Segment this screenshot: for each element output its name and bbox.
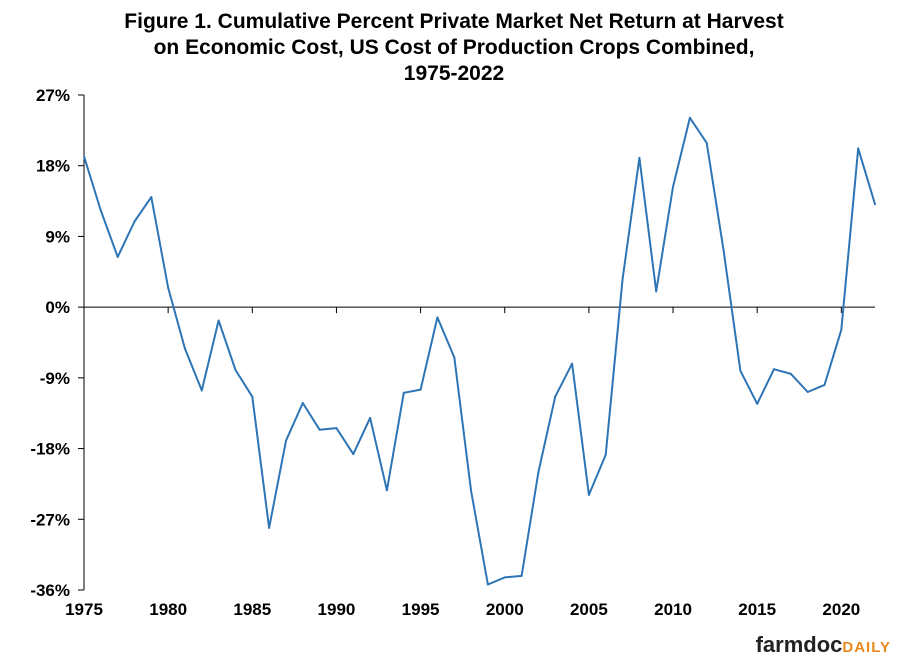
- data-point: [520, 574, 523, 577]
- series-group: [83, 116, 876, 586]
- data-point: [217, 319, 220, 322]
- svg-text:farmdocDAILY: farmdocDAILY: [756, 632, 891, 657]
- data-point: [285, 439, 287, 442]
- x-axis: 1975 1980 1985 1990 1995 2000 2005 2010 2015 2020: [65, 306, 875, 619]
- y-axis: 27% 18% 9% 0% -9% -18% -27% -36%: [30, 86, 85, 600]
- data-point: [806, 391, 809, 393]
- data-point: [167, 286, 170, 289]
- x-tick-label: 1980: [149, 600, 187, 619]
- x-tick-label: 1990: [318, 600, 356, 619]
- y-tick-label: -27%: [30, 510, 70, 529]
- data-point: [722, 248, 725, 251]
- data-point: [419, 388, 422, 391]
- data-point: [453, 356, 456, 359]
- data-point: [352, 453, 355, 456]
- data-point: [604, 453, 607, 456]
- y-tick-label: 18%: [36, 157, 70, 176]
- x-tick-label: 1995: [402, 600, 440, 619]
- data-point: [638, 156, 641, 159]
- data-point: [116, 255, 119, 258]
- series-line: [83, 116, 876, 586]
- brand-logo-part1: farmdoc: [756, 632, 843, 657]
- title-line-3: 1975-2022: [404, 62, 504, 85]
- data-point: [503, 576, 506, 579]
- data-point: [234, 369, 237, 371]
- data-point: [554, 395, 557, 398]
- data-point: [840, 328, 843, 331]
- y-tick-label: -9%: [40, 369, 70, 388]
- data-point: [739, 369, 742, 372]
- chart-title: Figure 1. Cumulative Percent Private Mar…: [124, 10, 783, 85]
- data-point: [823, 383, 826, 386]
- data-point: [874, 203, 876, 206]
- data-point: [369, 416, 372, 419]
- data-point: [318, 428, 321, 431]
- data-point: [773, 368, 775, 371]
- data-point: [672, 185, 674, 188]
- data-point: [200, 389, 203, 392]
- brand-logo-part2: DAILY: [842, 639, 891, 656]
- data-point: [621, 277, 624, 280]
- data-point: [688, 116, 691, 119]
- data-point: [756, 402, 759, 405]
- data-point: [268, 526, 271, 529]
- x-tick-label: 1985: [233, 600, 271, 619]
- data-point: [470, 490, 473, 492]
- x-tick-label: 1975: [65, 600, 103, 619]
- data-point: [486, 583, 489, 586]
- brand-logo: farmdocDAILY: [756, 632, 891, 657]
- x-tick-label: 2020: [822, 600, 860, 619]
- data-point: [537, 471, 540, 474]
- data-point: [385, 489, 388, 492]
- data-point: [587, 493, 590, 496]
- y-tick-label: 0%: [45, 298, 70, 317]
- data-point: [99, 209, 102, 212]
- data-point: [301, 402, 304, 404]
- title-line-2: on Economic Cost, US Cost of Production …: [154, 36, 755, 59]
- data-point: [655, 290, 658, 293]
- x-tick-label: 2010: [654, 600, 692, 619]
- data-point: [83, 155, 85, 158]
- x-tick-label: 2015: [738, 600, 776, 619]
- x-tick-label: 2000: [486, 600, 524, 619]
- y-tick-label: 9%: [45, 227, 70, 246]
- x-tick-label: 2005: [570, 600, 608, 619]
- data-point: [133, 220, 136, 223]
- data-point: [789, 372, 792, 375]
- data-point: [251, 395, 254, 398]
- title-line-1: Figure 1. Cumulative Percent Private Mar…: [124, 10, 783, 33]
- data-point: [571, 362, 574, 365]
- data-point: [705, 141, 708, 144]
- data-point: [402, 391, 405, 394]
- data-point: [857, 147, 860, 150]
- y-tick-label: -18%: [30, 440, 70, 459]
- y-tick-label: 27%: [36, 86, 70, 105]
- data-point: [184, 347, 186, 350]
- data-point: [436, 316, 439, 319]
- y-tick-label: -36%: [30, 581, 70, 600]
- data-point: [335, 427, 338, 430]
- data-point: [150, 196, 153, 199]
